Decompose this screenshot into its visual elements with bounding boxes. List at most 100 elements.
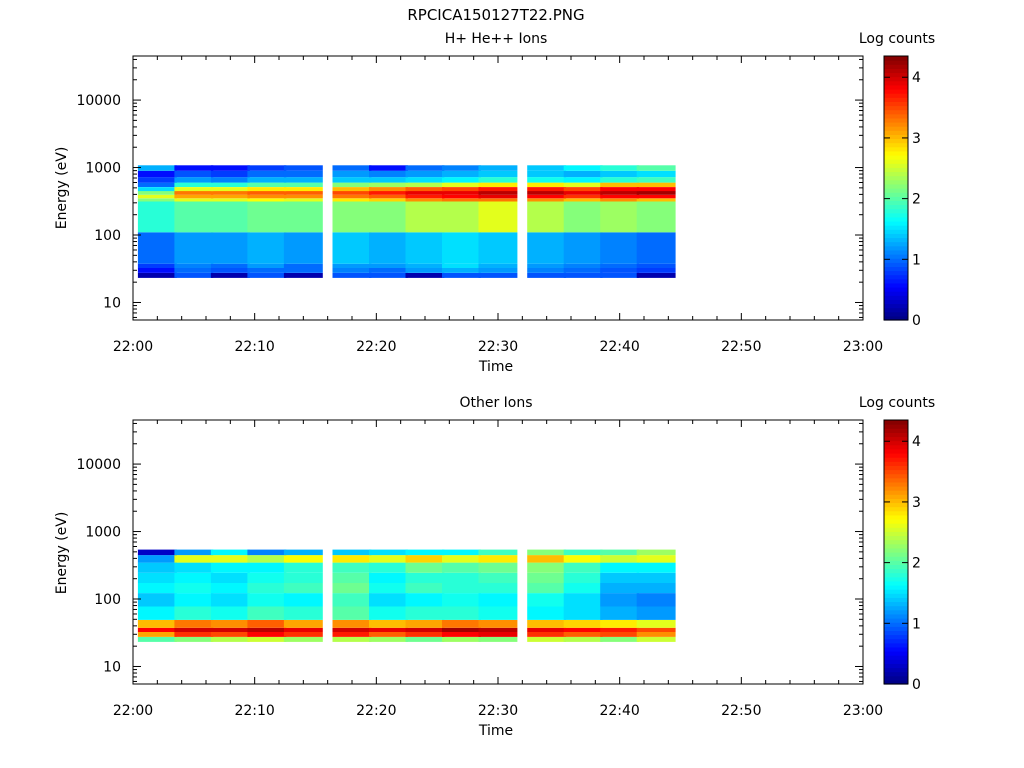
heatmap-cell (442, 619, 481, 628)
heatmap-cell (332, 187, 372, 192)
heatmap-cell (405, 201, 445, 233)
colorbar-segment (884, 580, 908, 586)
heatmap-cell (332, 619, 372, 628)
heatmap-cell (600, 263, 640, 268)
colorbar-segment (884, 539, 908, 545)
colorbar-segment (884, 76, 908, 82)
heatmap-cell (174, 165, 214, 171)
heatmap-cell (405, 549, 445, 556)
colorbar-segment (884, 572, 908, 578)
heatmap-cell (210, 187, 250, 192)
heatmap-cell (636, 582, 676, 594)
colorbar-segment (884, 585, 908, 590)
heatmap-cell (210, 182, 250, 187)
colorbar-segment (884, 486, 908, 491)
colorbar-segment (884, 241, 908, 247)
heatmap-cells (137, 165, 676, 278)
heatmap-cell (137, 572, 177, 583)
heatmap-cell (174, 198, 214, 202)
heatmap-cell (283, 593, 323, 607)
heatmap-cell (174, 549, 214, 556)
heatmap-cell (283, 582, 323, 594)
heatmap-cell (137, 619, 177, 628)
heatmap-cell (174, 177, 214, 183)
heatmap-cell (137, 201, 177, 233)
heatmap-cell (137, 632, 177, 637)
heatmap-cell (247, 198, 287, 202)
y-axis-label: Energy (eV) (54, 147, 70, 230)
colorbar-segment (884, 675, 908, 681)
colorbar-segment (884, 605, 908, 611)
colorbar-segment (884, 547, 908, 553)
heatmap-cell (636, 187, 676, 192)
heatmap-cell (332, 273, 372, 278)
heatmap-cell (137, 582, 177, 594)
colorbar-segment (884, 163, 908, 168)
heatmap-cell (332, 606, 372, 620)
colorbar-segment (884, 659, 908, 664)
heatmap-cell (600, 177, 640, 183)
heatmap-cell (369, 232, 408, 264)
heatmap-cell (563, 191, 603, 195)
colorbar-segment (884, 634, 908, 640)
heatmap-cell (174, 632, 214, 637)
heatmap-cell (527, 632, 567, 637)
heatmap-cell (478, 555, 518, 563)
colorbar-segment (884, 117, 908, 123)
heatmap-cell (563, 194, 603, 199)
heatmap-cell (369, 549, 408, 556)
heatmap-cell (600, 637, 640, 642)
heatmap-cell (527, 637, 567, 642)
colorbar-tick-label: 0 (912, 313, 921, 329)
heatmap-cell (405, 182, 445, 187)
heatmap-cell (283, 191, 323, 195)
colorbar-segment (884, 229, 908, 234)
heatmap-cell (332, 555, 372, 563)
heatmap-cell (527, 194, 567, 199)
colorbar-segment (884, 626, 908, 631)
heatmap-cell (478, 582, 518, 594)
x-tick-label: 22:50 (721, 339, 761, 355)
heatmap-cell (442, 593, 481, 607)
heatmap-cell (478, 194, 518, 199)
heatmap-cell (636, 273, 676, 278)
y-tick-label: 100 (94, 228, 121, 244)
heatmap-cell (369, 187, 408, 192)
colorbar-segment (884, 440, 908, 446)
colorbar-segment (884, 200, 908, 206)
heatmap-cell (478, 632, 518, 637)
heatmap-cell (283, 198, 323, 202)
colorbar-segment (884, 481, 908, 487)
heatmap-cell (210, 263, 250, 268)
heatmap-cell (563, 562, 603, 573)
heatmap-cell (563, 555, 603, 563)
heatmap-cell (636, 263, 676, 268)
heatmap-cell (636, 182, 676, 187)
heatmap-cell (247, 201, 287, 233)
heatmap-cell (636, 555, 676, 563)
colorbar-segment (884, 262, 908, 267)
colorbar-segment (884, 150, 908, 156)
x-axis-label: Time (478, 723, 513, 739)
heatmap-cell (247, 572, 287, 583)
heatmap-cell (563, 182, 603, 187)
heatmap-cell (137, 549, 177, 556)
colorbar-segment (884, 68, 908, 74)
heatmap-cell (527, 170, 567, 178)
heatmap-cell (442, 555, 481, 563)
heatmap-cell (636, 165, 676, 171)
heatmap-cell (563, 572, 603, 583)
heatmap-cell (283, 637, 323, 642)
heatmap-cell (405, 632, 445, 637)
heatmap-cell (210, 582, 250, 594)
heatmap-cell (283, 232, 323, 264)
heatmap-cell (369, 619, 408, 628)
colorbar-segment (884, 208, 908, 214)
heatmap-cell (369, 263, 408, 268)
heatmap-cell (478, 232, 518, 264)
heatmap-cell (600, 182, 640, 187)
heatmap-cell (636, 562, 676, 573)
heatmap-cell (210, 170, 250, 178)
heatmap-cell (442, 194, 481, 199)
colorbar-segment (884, 221, 908, 226)
